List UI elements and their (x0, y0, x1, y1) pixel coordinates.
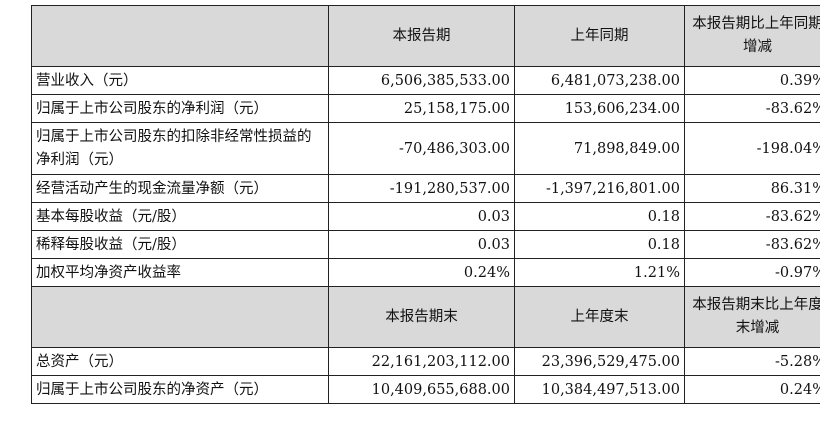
prior-value: 0.18 (514, 202, 685, 231)
change-value: -83.62% (684, 94, 820, 123)
table-row: 营业收入（元） 6,506,385,533.00 6,481,073,238.0… (31, 66, 820, 95)
current-value: 10,409,655,688.00 (328, 375, 515, 404)
row-label: 营业收入（元） (31, 66, 329, 95)
table-row: 归属于上市公司股东的净利润（元） 25,158,175.00 153,606,2… (31, 94, 820, 123)
change-value: 86.31% (684, 174, 820, 203)
current-value: 0.24% (328, 258, 515, 287)
row-label: 经营活动产生的现金流量净额（元） (31, 174, 329, 203)
current-value: 6,506,385,533.00 (328, 66, 515, 95)
header-prior-year-end: 上年度末 (514, 286, 685, 348)
row-label: 加权平均净资产收益率 (31, 258, 329, 287)
header-prior-year-period: 上年同期 (514, 5, 685, 67)
current-value: -70,486,303.00 (328, 122, 515, 175)
change-value: -0.97% (684, 258, 820, 287)
table-row: 总资产（元） 22,161,203,112.00 23,396,529,475.… (31, 347, 820, 376)
prior-value: -1,397,216,801.00 (514, 174, 685, 203)
row-label: 总资产（元） (31, 347, 329, 376)
change-value: -198.04% (684, 122, 820, 175)
prior-value: 0.18 (514, 230, 685, 259)
change-value: 0.39% (684, 66, 820, 95)
change-value: -5.28% (684, 347, 820, 376)
current-value: 0.03 (328, 202, 515, 231)
prior-value: 6,481,073,238.00 (514, 66, 685, 95)
financial-summary-table: 本报告期 上年同期 本报告期比上年同期增减 营业收入（元） 6,506,385,… (31, 5, 820, 404)
header-blank-cell (31, 286, 329, 348)
header-blank-cell (31, 5, 329, 67)
change-value: -83.62% (684, 230, 820, 259)
table-row: 加权平均净资产收益率 0.24% 1.21% -0.97% (31, 258, 820, 287)
row-label: 归属于上市公司股东的净利润（元） (31, 94, 329, 123)
header-period-change: 本报告期比上年同期增减 (684, 5, 820, 67)
table-row: 稀释每股收益（元/股） 0.03 0.18 -83.62% (31, 230, 820, 259)
table-row: 经营活动产生的现金流量净额（元） -191,280,537.00 -1,397,… (31, 174, 820, 203)
row-label: 基本每股收益（元/股） (31, 202, 329, 231)
change-value: -83.62% (684, 202, 820, 231)
row-label: 稀释每股收益（元/股） (31, 230, 329, 259)
prior-value: 1.21% (514, 258, 685, 287)
table-row: 归属于上市公司股东的扣除非经常性损益的净利润（元） -70,486,303.00… (31, 122, 820, 175)
header-row-period-end: 本报告期末 上年度末 本报告期末比上年度末增减 (31, 286, 820, 348)
row-label: 归属于上市公司股东的净资产（元） (31, 375, 329, 404)
current-value: -191,280,537.00 (328, 174, 515, 203)
current-value: 25,158,175.00 (328, 94, 515, 123)
prior-value: 23,396,529,475.00 (514, 347, 685, 376)
row-label: 归属于上市公司股东的扣除非经常性损益的净利润（元） (31, 122, 329, 175)
change-value: 0.24% (684, 375, 820, 404)
header-period-end-change: 本报告期末比上年度末增减 (684, 286, 820, 348)
table-row: 基本每股收益（元/股） 0.03 0.18 -83.62% (31, 202, 820, 231)
current-value: 0.03 (328, 230, 515, 259)
current-value: 22,161,203,112.00 (328, 347, 515, 376)
prior-value: 71,898,849.00 (514, 122, 685, 175)
prior-value: 153,606,234.00 (514, 94, 685, 123)
table-row: 归属于上市公司股东的净资产（元） 10,409,655,688.00 10,38… (31, 375, 820, 404)
header-row-period: 本报告期 上年同期 本报告期比上年同期增减 (31, 5, 820, 67)
header-current-period-end: 本报告期末 (328, 286, 515, 348)
prior-value: 10,384,497,513.00 (514, 375, 685, 404)
header-current-period: 本报告期 (328, 5, 515, 67)
